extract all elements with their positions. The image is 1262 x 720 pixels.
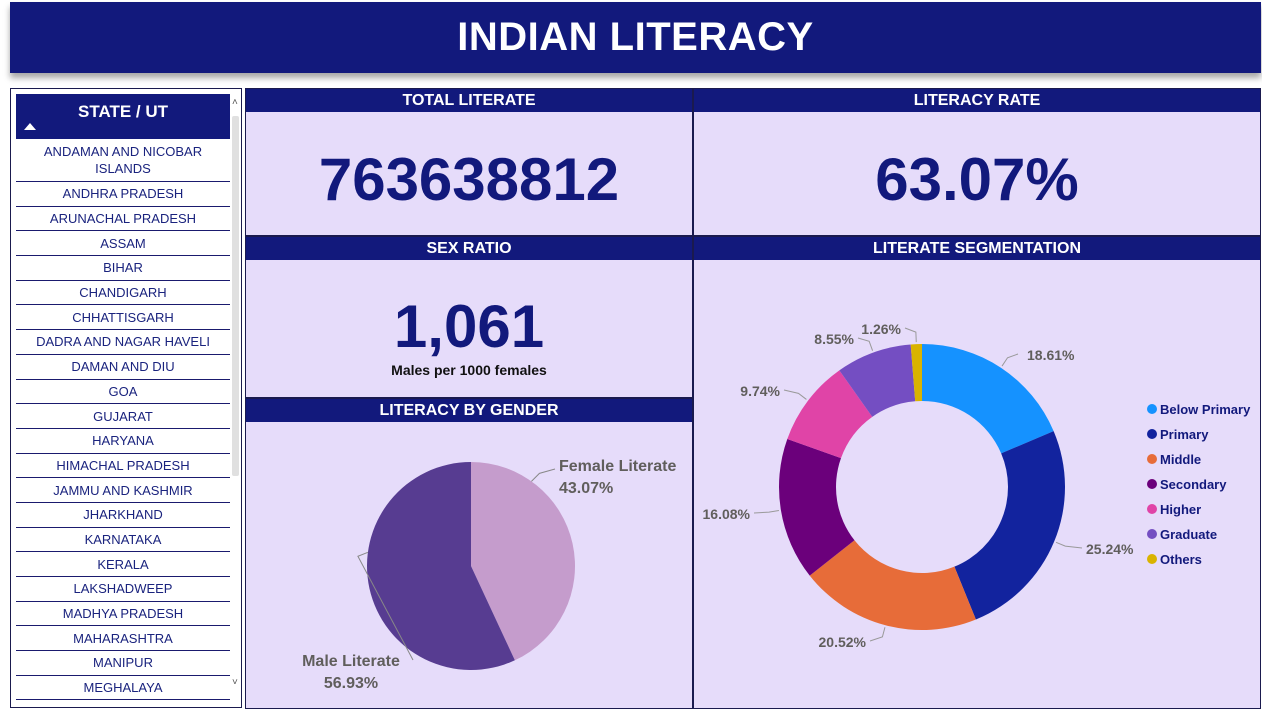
leader-line — [1001, 353, 1019, 367]
donut-slice — [922, 344, 1054, 454]
sort-ascending-icon[interactable] — [24, 123, 36, 130]
leader-line — [857, 337, 874, 351]
legend-label: Secondary — [1160, 477, 1227, 492]
donut-slice — [787, 370, 873, 459]
slicer-item[interactable]: BIHAR — [16, 256, 230, 281]
literacy-rate-header: LITERACY RATE — [694, 89, 1260, 112]
total-literate-card: TOTAL LITERATE 763638812 — [245, 88, 693, 236]
legend-marker — [1147, 479, 1157, 489]
slice-value-label: 18.61% — [1027, 347, 1075, 363]
legend-marker — [1147, 429, 1157, 439]
slice-label: Male Literate — [302, 653, 400, 670]
leader-line — [753, 509, 779, 514]
slice-value-label: 9.74% — [740, 383, 780, 399]
scroll-down-icon[interactable]: ˅ — [232, 677, 238, 688]
slicer-item[interactable]: DADRA AND NAGAR HAVELI — [16, 330, 230, 355]
slicer-item[interactable]: LAKSHADWEEP — [16, 577, 230, 602]
legend-marker — [1147, 404, 1157, 414]
slicer-item[interactable]: ANDHRA PRADESH — [16, 182, 230, 207]
slicer-item[interactable]: HIMACHAL PRADESH — [16, 454, 230, 479]
legend-marker — [1147, 554, 1157, 564]
leader-line — [869, 627, 886, 642]
slice-value-label: 56.93% — [324, 675, 378, 692]
donut-slice — [910, 344, 922, 402]
donut-slice — [954, 431, 1065, 620]
slicer-list: ANDAMAN AND NICOBAR ISLANDS ANDHRA PRADES… — [16, 139, 230, 701]
page-title: INDIAN LITERACY — [10, 2, 1261, 73]
legend-label: Below Primary — [1160, 402, 1251, 417]
slicer-item[interactable]: KARNATAKA — [16, 528, 230, 553]
slice-value-label: 25.24% — [1086, 541, 1134, 557]
leader-line — [904, 327, 917, 343]
slicer-item[interactable]: CHHATTISGARH — [16, 305, 230, 331]
slice-value-label: 16.08% — [703, 506, 751, 522]
legend-label: Middle — [1160, 452, 1201, 467]
slicer-header[interactable]: STATE / UT — [16, 94, 230, 139]
legend-label: Graduate — [1160, 527, 1217, 542]
donut-slice — [779, 438, 855, 576]
sex-ratio-subtitle: Males per 1000 females — [391, 362, 547, 378]
slicer-item[interactable]: GUJARAT — [16, 404, 230, 429]
legend-label: Primary — [1160, 427, 1209, 442]
segmentation-header: LITERATE SEGMENTATION — [694, 237, 1260, 260]
legend-label: Higher — [1160, 502, 1201, 517]
state-slicer[interactable]: STATE / UT ANDAMAN AND NICOBAR ISLANDS AN… — [10, 88, 242, 708]
slicer-item[interactable]: JAMMU AND KASHMIR — [16, 478, 230, 503]
legend-marker — [1147, 504, 1157, 514]
gender-header: LITERACY BY GENDER — [246, 399, 692, 422]
slicer-item[interactable]: MADHYA PRADESH — [16, 602, 230, 627]
gender-card: LITERACY BY GENDER Female Literate 43.07%… — [245, 398, 693, 709]
sex-ratio-value: 1,061 — [393, 293, 545, 360]
slice-label: Female Literate — [559, 458, 676, 475]
total-literate-header: TOTAL LITERATE — [246, 89, 692, 112]
leader-line — [1055, 541, 1083, 549]
slicer-header-label: STATE / UT — [77, 102, 169, 121]
slicer-item[interactable]: KERALA — [16, 552, 230, 577]
sex-ratio-card: SEX RATIO 1,061 Males per 1000 females — [245, 236, 693, 398]
leader-line — [531, 468, 556, 482]
segmentation-donut-chart: 18.61% 25.24% 20.52% 16.08% 9.74% 8.55% 1.26% B… — [703, 321, 1252, 650]
slicer-item[interactable]: CHANDIGARH — [16, 281, 230, 306]
leader-line — [783, 389, 807, 400]
pie-slice — [367, 462, 515, 670]
slicer-item[interactable]: ASSAM — [16, 231, 230, 257]
donut-slice — [839, 344, 916, 417]
slicer-item[interactable]: ARUNACHAL PRADESH — [16, 207, 230, 232]
slice-value-label: 20.52% — [819, 634, 867, 650]
slice-value-label: 43.07% — [559, 480, 613, 497]
slicer-item[interactable]: HARYANA — [16, 429, 230, 454]
slice-value-label: 1.26% — [861, 321, 901, 337]
gender-pie-chart: Female Literate 43.07% Male Literate 56.93% — [302, 458, 676, 692]
slicer-item[interactable]: MEGHALAYA — [16, 676, 230, 701]
slicer-item[interactable]: MANIPUR — [16, 651, 230, 676]
slicer-item[interactable]: JHARKHAND — [16, 503, 230, 528]
slicer-item[interactable]: DAMAN AND DIU — [16, 355, 230, 380]
legend-label: Others — [1160, 552, 1202, 567]
scrollbar-thumb[interactable] — [232, 116, 239, 476]
leader-line — [357, 551, 414, 661]
slicer-item[interactable]: GOA — [16, 380, 230, 405]
scroll-up-icon[interactable]: ˄ — [232, 97, 238, 108]
slicer-item[interactable]: ANDAMAN AND NICOBAR ISLANDS — [16, 139, 230, 182]
sex-ratio-header: SEX RATIO — [246, 237, 692, 260]
segmentation-card: LITERATE SEGMENTATION 18.61% 25.24% 20.52%… — [693, 236, 1261, 709]
total-literate-value: 763638812 — [318, 146, 620, 213]
pie-slice — [471, 462, 575, 661]
donut-slice — [809, 540, 976, 630]
literacy-rate-value: 63.07% — [875, 146, 1079, 213]
legend-marker — [1147, 529, 1157, 539]
slicer-item[interactable]: MAHARASHTRA — [16, 626, 230, 652]
slice-value-label: 8.55% — [814, 331, 854, 347]
legend-marker — [1147, 454, 1157, 464]
literacy-rate-card: LITERACY RATE 63.07% — [693, 88, 1261, 236]
